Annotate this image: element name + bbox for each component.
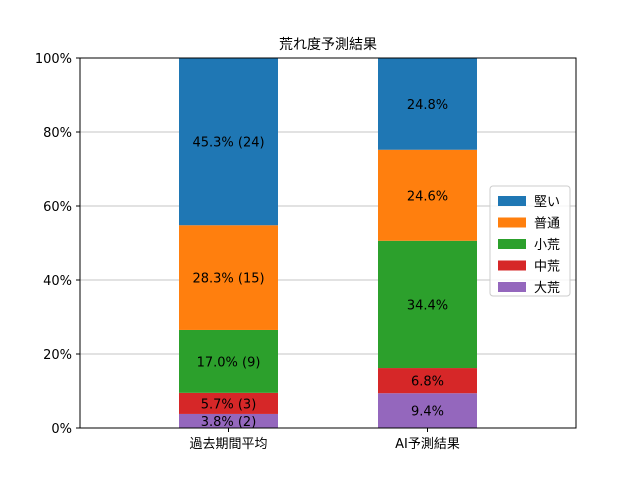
legend-label: 大荒 [534,281,560,296]
legend-label: 小荒 [534,238,560,253]
legend-swatch [498,260,526,271]
y-tick-label: 20% [43,348,72,363]
legend-swatch [498,196,526,206]
legend-label: 堅い [534,195,560,210]
legend-label: 中荒 [534,260,560,275]
data-label: 3.8% (2) [201,415,257,430]
data-label: 9.4% [411,405,444,420]
data-label: 45.3% (24) [192,135,264,150]
bar-segment [179,57,278,226]
y-tick-label: 40% [43,274,72,289]
bar-segment [378,240,477,369]
legend-swatch [498,217,526,228]
x-tick-label: 過去期間平均 [189,437,267,452]
data-label: 34.4% [407,298,448,313]
x-tick-label: AI予測結果 [395,437,460,452]
bar-segment [179,413,278,428]
bar-segment [378,149,477,241]
plot-frame [79,57,577,429]
bar-segment [378,368,477,394]
bar-segment [179,329,278,393]
data-label: 28.3% (15) [192,272,264,287]
data-label: 24.6% [407,189,448,204]
y-tick-label: 100% [35,52,72,67]
data-label: 24.8% [407,98,448,113]
legend-label: 普通 [534,217,560,232]
bar-segment [378,58,477,150]
legend-swatch [498,239,526,249]
bar-segment [378,393,477,428]
y-tick-label: 60% [43,200,72,215]
bar-segment [179,392,278,414]
bar-segment [179,225,278,330]
y-tick-label: 80% [43,126,72,141]
data-label: 17.0% (9) [197,355,261,370]
chart-title: 荒れ度予測結果 [279,37,377,53]
data-label: 6.8% [411,375,444,390]
y-tick-label: 0% [51,422,72,437]
axes: 0% 20% 40% 60% 80% 100% 過去期間平均 AI予測結果 [35,52,460,452]
bars [179,57,477,428]
data-labels: 3.8% (2) 5.7% (3) 17.0% (9) 28.3% (15) 45.3%… [192,98,448,430]
legend-swatch [498,282,526,292]
data-label: 5.7% (3) [201,397,257,412]
